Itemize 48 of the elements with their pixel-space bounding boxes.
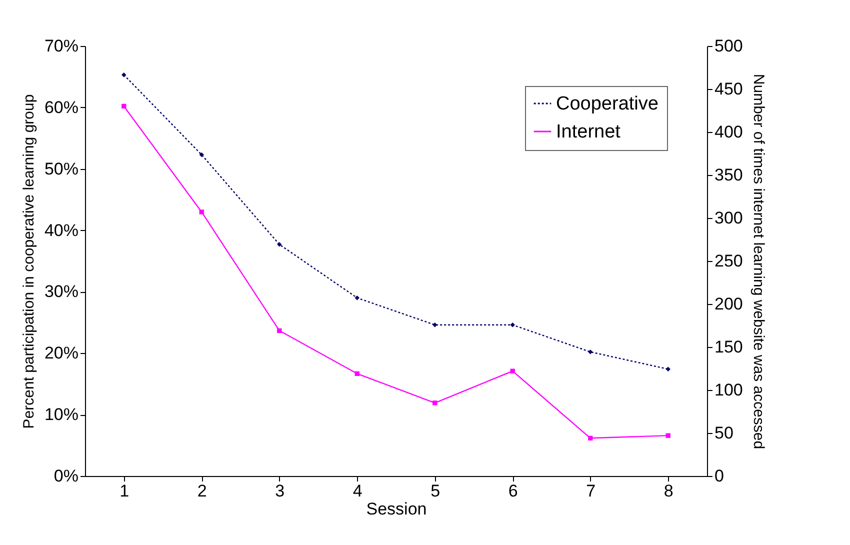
x-tick-label: 3 xyxy=(275,482,285,500)
y2-tick-label: 200 xyxy=(714,294,743,314)
legend-label: Cooperative xyxy=(556,94,658,114)
y2-tick-label: 350 xyxy=(714,166,743,184)
point xyxy=(199,152,204,158)
y-tick-label: 10% xyxy=(44,405,78,424)
y2-tick-label: 250 xyxy=(714,252,743,270)
y2-tick-label: 500 xyxy=(714,36,743,56)
y2-tick-label: 0 xyxy=(714,466,724,486)
x-tick-label: 4 xyxy=(352,482,362,500)
y-tick-label: 30% xyxy=(44,282,78,302)
point xyxy=(354,371,360,376)
point xyxy=(122,104,126,109)
point xyxy=(277,328,282,334)
y2-tick-label: 150 xyxy=(714,338,743,356)
y2-tick-label: 300 xyxy=(714,208,743,228)
point xyxy=(199,210,204,214)
y-tick-label: 40% xyxy=(44,220,78,240)
point xyxy=(666,433,670,438)
y2-tick-label: 450 xyxy=(714,80,743,98)
x-tick-label: 2 xyxy=(197,482,207,500)
point xyxy=(277,242,282,247)
y2-axis-title: Number of times internet learning website was accessed xyxy=(750,74,767,450)
x-tick-label: 7 xyxy=(586,482,596,500)
x-tick-label: 1 xyxy=(120,482,130,500)
point xyxy=(122,72,126,78)
point xyxy=(588,350,593,354)
x-tick-label: 5 xyxy=(430,482,440,500)
point xyxy=(588,436,593,441)
x-axis-title: Session xyxy=(366,500,427,518)
x-tick-label: 6 xyxy=(508,482,518,500)
y2-tick-label: 50 xyxy=(714,424,734,442)
legend-label: Internet xyxy=(556,122,622,142)
y-tick-label: 50% xyxy=(44,159,78,178)
x-tick-label: 8 xyxy=(664,482,674,500)
y-tick-label: 0% xyxy=(54,466,78,486)
y-tick-label: 70% xyxy=(44,36,78,56)
point xyxy=(354,296,360,300)
point xyxy=(666,366,670,372)
y-tick-label: 20% xyxy=(44,344,78,363)
point xyxy=(432,400,438,406)
point xyxy=(510,368,515,374)
point xyxy=(510,322,515,328)
y2-tick-label: 100 xyxy=(714,380,743,400)
y2-tick-label: 400 xyxy=(714,122,743,142)
y-tick-label: 60% xyxy=(44,98,78,117)
y-axis-title: Percent participation in cooperative learning group xyxy=(20,94,38,429)
point xyxy=(432,322,438,328)
